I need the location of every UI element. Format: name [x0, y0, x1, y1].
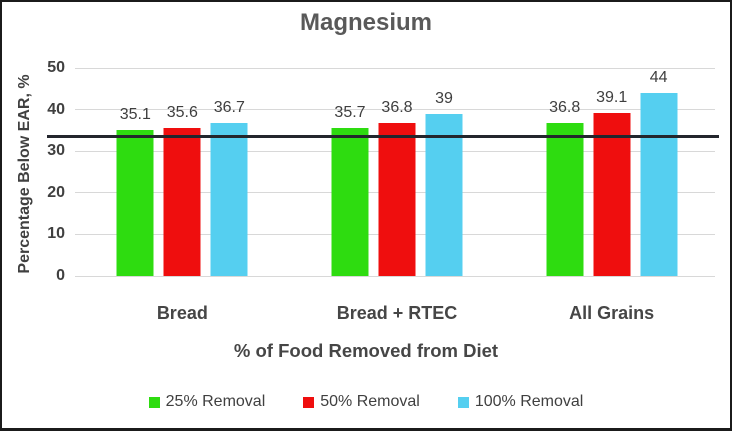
bar-column: 36.8: [378, 99, 416, 276]
bar-value-label: 39.1: [596, 89, 628, 107]
y-tick-label: 50: [47, 59, 65, 76]
y-tick-label: 0: [56, 267, 65, 284]
y-tick-label: 30: [47, 142, 65, 160]
bar-value-label: 36.7: [213, 99, 245, 117]
bar-value-label: 35.6: [166, 103, 198, 121]
legend-swatch: [303, 396, 315, 408]
legend-label: 25% Removal: [165, 393, 266, 410]
legend-item: 100% Removal: [457, 393, 584, 411]
y-tick-label: 20: [47, 183, 65, 201]
bar-group: 35.7 36.8 39: [331, 90, 463, 276]
bar: [546, 122, 584, 276]
gridline: [75, 109, 715, 111]
legend-label: 50% Removal: [320, 393, 420, 410]
plot-area: 35.1 35.6 36.7 35.7 36.8 39 36.8 39.1 44: [47, 67, 719, 277]
x-category-label: Bread: [156, 303, 208, 323]
bar-value-label: 35.7: [334, 103, 366, 121]
bar: [210, 123, 248, 276]
bar-value-label: 36.8: [549, 98, 581, 116]
bar-column: 44: [640, 69, 678, 276]
y-tick-label: 40: [47, 100, 65, 118]
bar-column: 39.1: [593, 89, 631, 276]
bar-column: 35.7: [331, 104, 369, 276]
bar-column: 36.8: [546, 99, 584, 276]
chart-title: Magnesium: [299, 9, 433, 36]
bar: [378, 122, 416, 276]
bar: [425, 113, 463, 276]
bar-column: 35.1: [116, 106, 154, 276]
legend-swatch: [148, 396, 160, 408]
legend: 25% Removal 50% Removal 100% Removal: [2, 393, 730, 411]
gridline: [75, 67, 715, 69]
bar: [593, 113, 631, 276]
legend-label: 100% Removal: [474, 393, 584, 410]
bar-value-label: 44: [649, 68, 668, 86]
y-tick-label: 10: [47, 225, 65, 243]
bar-group: 35.1 35.6 36.7: [116, 99, 248, 276]
bar-column: 36.7: [210, 99, 248, 276]
x-category-label: Bread + RTEC: [336, 303, 458, 323]
x-category-label: All Grains: [569, 303, 655, 323]
legend-item: 25% Removal: [148, 393, 266, 411]
bar-column: 39: [425, 90, 463, 276]
bar: [640, 92, 678, 276]
bar-value-label: 36.8: [381, 98, 413, 116]
bar-value-label: 35.1: [119, 105, 151, 123]
bar: [116, 129, 154, 276]
bar: [163, 127, 201, 276]
legend-item: 50% Removal: [303, 393, 420, 411]
bar-value-label: 39: [435, 89, 453, 107]
bar-column: 35.6: [163, 104, 201, 276]
y-tick-labels: 0 10 20 30 40 50: [2, 59, 65, 284]
legend-swatch: [457, 396, 469, 408]
reference-line: [47, 135, 719, 139]
bar: [331, 127, 369, 276]
gridline: [75, 275, 715, 277]
x-axis-title: % of Food Removed from Diet: [233, 340, 499, 361]
bar-group: 36.8 39.1 44: [546, 69, 678, 276]
